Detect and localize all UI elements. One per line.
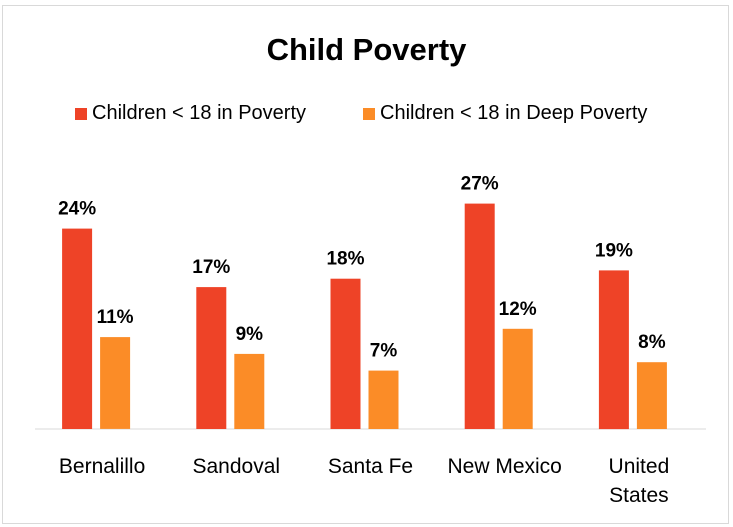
chart-legend: Children < 18 in Poverty Children < 18 i… [0,102,733,128]
bar-deep-poverty-4 [636,362,667,429]
data-label-poverty-3: 27% [461,174,499,195]
bar-deep-poverty-1 [234,353,265,429]
x-tick-label-1-0: Sandoval [193,455,281,478]
bar-poverty-3 [464,203,495,429]
data-label-poverty-4: 19% [595,240,633,261]
legend-item-deep-poverty: Children < 18 in Deep Poverty [363,102,647,125]
bar-poverty-1 [196,287,227,429]
legend-swatch-deep-poverty [363,107,375,120]
chart-title: Child Poverty [266,32,467,67]
data-label-poverty-2: 18% [326,249,364,270]
data-label-deep-poverty-4: 8% [638,332,666,353]
bar-deep-poverty-3 [502,328,533,429]
data-label-deep-poverty-1: 9% [236,324,264,345]
data-label-deep-poverty-3: 12% [499,299,537,320]
x-tick-label-2-0: Santa Fe [328,455,413,478]
x-tick-label-0-0: Bernalillo [59,455,145,478]
data-label-deep-poverty-2: 7% [370,341,398,362]
x-tick-label-3-0: New Mexico [448,455,562,478]
data-label-poverty-1: 17% [192,257,230,278]
bar-poverty-4 [598,270,629,430]
chart-frame [2,5,729,524]
legend-label-poverty: Children < 18 in Poverty [92,102,307,124]
x-tick-label-4-0: United [609,455,670,478]
legend-swatch-poverty [75,107,87,120]
data-label-poverty-0: 24% [58,199,96,220]
data-label-deep-poverty-0: 11% [97,307,134,328]
bar-deep-poverty-2 [368,370,399,429]
bar-poverty-2 [330,278,361,429]
bar-deep-poverty-0 [100,337,131,429]
legend-label-deep-poverty: Children < 18 in Deep Poverty [380,102,648,124]
bar-poverty-0 [62,228,93,429]
x-tick-label-4-1: States [609,484,669,507]
legend-item-poverty: Children < 18 in Poverty [75,102,306,125]
